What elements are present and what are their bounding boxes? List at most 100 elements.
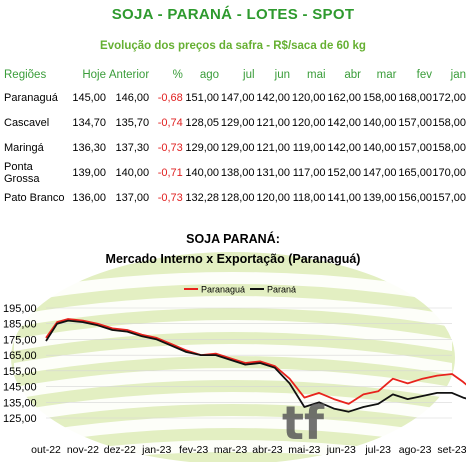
price-cell: 140,00 [362,116,397,129]
price-cell: 157,00 [432,191,466,204]
column-header: % [172,68,183,81]
watermark-stripe [14,272,452,303]
x-tick-label: jan-23 [141,444,171,456]
price-cell: 137,00 [115,191,150,204]
price-cell: 165,00 [398,166,432,179]
column-header: Anterior [108,68,150,81]
percent-change-cell: -0,68 [157,91,183,104]
price-cell: 147,00 [220,91,255,104]
region-name: Ponta Grossa [4,160,40,185]
price-table: Regiões Hoje Anterior % ago jul jun mai … [4,64,466,210]
percent-change-cell: -0,73 [157,191,183,204]
price-cell: 152,00 [327,166,361,179]
price-cell: 156,00 [398,191,432,204]
price-cell: 119,00 [292,141,326,154]
percent-change-cell: -0,73 [157,141,183,154]
table-row: Ponta Grossa 139,00 140,00 -0,71 140,00 138,0… [4,160,466,185]
page-subtitle: Evolução dos preços da safra - R$/saca d… [100,40,366,52]
price-cell: 136,00 [72,191,106,204]
watermark-stripe [14,320,452,351]
chart-subtitle: Mercado Interno x Exportação (Paranaguá) [105,252,361,266]
price-cell: 129,00 [185,141,220,154]
price-cell: 140,00 [185,166,220,179]
price-cell: 137,30 [115,141,150,154]
table-row: Pato Branco 136,00 137,00 -0,73 132,28 128,00… [4,185,466,210]
watermark-stripe [14,344,452,375]
price-cell: 136,30 [72,141,106,154]
chart-series [45,318,466,413]
y-tick-label: 125,00 [3,413,37,425]
x-axis-ticks: out-22 nov-22 dez-22 jan-23 fev-23 mar-23 abr-… [31,444,466,456]
price-cell: 158,00 [432,116,466,129]
price-cell: 139,00 [72,166,106,179]
column-header: mar [376,68,397,81]
chart-background-watermark [11,252,455,462]
y-tick-label: 195,00 [3,303,37,315]
svg-text:tf: tf [282,396,325,450]
page-title: SOJA - PARANÁ - LOTES - SPOT [111,6,355,23]
y-tick-label: 175,00 [3,334,37,346]
price-cell: 142,00 [327,141,361,154]
x-tick-label: dez-22 [104,444,136,456]
watermark-stripe [14,416,452,447]
x-tick-label: mai-23 [288,444,320,456]
price-cell: 135,70 [115,116,150,129]
price-cell: 172,00 [432,91,466,104]
price-cell: 157,00 [398,116,432,129]
column-header: ago [199,68,220,81]
price-cell: 128,05 [185,116,220,129]
price-cell: 170,00 [432,166,466,179]
price-chart: 195,00 185,00 175,00 165,00 155,00 145,00 135,… [3,252,466,462]
price-cell: 158,00 [432,141,466,154]
x-tick-label: set-23 [437,444,466,456]
price-cell: 168,00 [398,91,432,104]
legend-label: Paranaguá [201,285,245,295]
column-header: abr [344,68,361,81]
x-tick-label: ago-23 [399,444,432,456]
column-header: jun [274,68,291,81]
column-header: mai [306,68,326,81]
x-tick-label: fev-23 [179,444,208,456]
price-cell: 120,00 [291,116,326,129]
price-cell: 158,00 [362,91,397,104]
price-cell: 162,00 [327,91,361,104]
price-cell: 142,00 [327,116,361,129]
price-cell: 157,00 [398,141,432,154]
chart-title: SOJA PARANÁ: [186,232,280,246]
price-cell: 121,00 [256,116,291,129]
table-row: Paranaguá 145,00 146,00 -0,68 151,00 147,00 14… [4,85,466,110]
price-cell: 142,00 [256,91,291,104]
x-tick-label: jun-23 [326,444,356,456]
column-header: fev [416,68,432,81]
price-cell: 146,00 [115,91,150,104]
price-cell: 140,00 [115,166,150,179]
price-cell: 120,00 [256,191,291,204]
x-tick-label: out-22 [31,444,61,456]
price-cell: 147,00 [362,166,397,179]
x-tick-label: abr-23 [252,444,283,456]
region-name: Pato Branco [4,191,65,204]
percent-change-cell: -0,71 [157,166,183,179]
region-name: Paranaguá [4,91,58,104]
price-cell: 138,00 [220,166,255,179]
price-cell: 131,00 [256,166,291,179]
legend-label: Paraná [267,285,296,295]
price-cell: 132,28 [185,191,220,204]
column-header: Hoje [82,68,106,81]
price-cell: 129,00 [220,141,255,154]
watermark-stripe [14,440,452,462]
watermark-stripe [14,296,452,327]
price-cell: 151,00 [185,91,220,104]
tf-logo-watermark: tf [282,396,325,450]
y-tick-label: 185,00 [3,319,37,331]
x-tick-label: jul-23 [364,444,391,456]
price-cell: 120,00 [291,91,326,104]
series-line-paranagu [45,318,466,405]
y-tick-label: 165,00 [3,350,37,362]
x-tick-label: mar-23 [214,444,247,456]
price-cell: 145,00 [72,91,106,104]
percent-change-cell: -0,74 [157,116,183,129]
watermark-stripe [14,392,452,423]
price-cell: 128,00 [220,191,255,204]
price-cell: 141,00 [327,191,361,204]
